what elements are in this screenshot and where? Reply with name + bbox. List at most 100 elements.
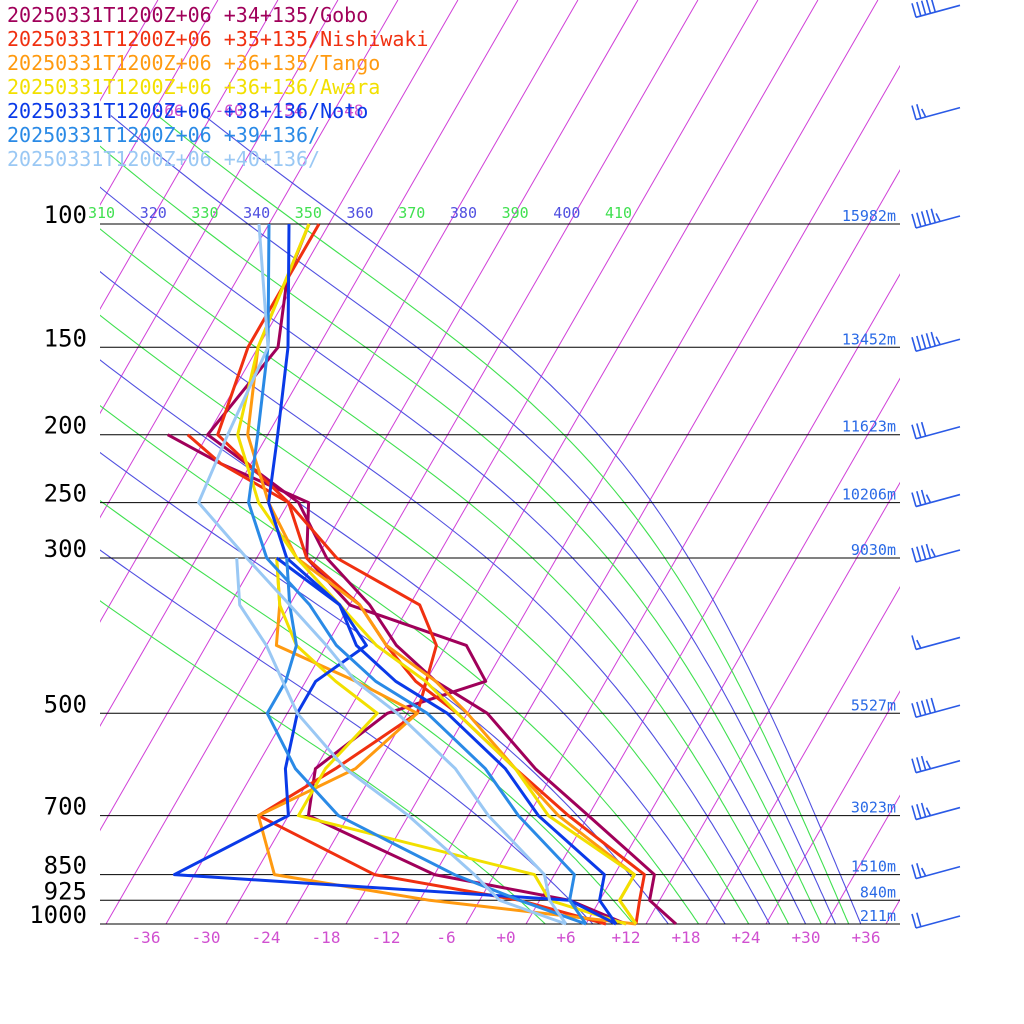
- isotherm-line: [585, 377, 900, 924]
- temperature-tick-label: +30: [792, 928, 821, 947]
- theta-e-line: [100, 600, 546, 924]
- temperature-profile: [236, 223, 638, 925]
- barb-feather: [911, 703, 917, 718]
- pressure-tick-label: 150: [44, 324, 87, 352]
- temperature-tick-label: +12: [612, 928, 641, 947]
- barb-feather: [911, 635, 917, 650]
- barb-feather: [916, 912, 922, 927]
- upper-isotherm-label: -60: [215, 101, 244, 120]
- wind-barb-icon: [911, 331, 961, 353]
- temperature-profile: [267, 223, 618, 925]
- wind-barb-icon: [911, 755, 961, 774]
- barb-feather: [920, 802, 927, 818]
- legend-entry: 20250331T1200Z+06 +35+135/Nishiwaki: [7, 27, 428, 51]
- barb-feather: [916, 423, 922, 438]
- barb-feather: [925, 209, 932, 225]
- barb-feather: [911, 337, 917, 352]
- theta-e-label: 370: [398, 204, 425, 222]
- height-label: 1510m: [851, 858, 896, 876]
- pressure-tick-label: 700: [44, 793, 87, 821]
- barb-feather: [911, 424, 917, 439]
- pressure-tick-label: 500: [44, 690, 87, 718]
- theta-e-line: [100, 451, 669, 924]
- wind-barb-icon: [911, 802, 961, 821]
- wind-barb-icon: [911, 635, 961, 651]
- theta-e-label: 410: [605, 204, 632, 222]
- wind-barb-icon: [911, 104, 961, 121]
- barb-feather: [916, 491, 922, 506]
- upper-isotherm-label: -66: [155, 101, 184, 120]
- barb-feather: [931, 0, 937, 13]
- theta-e-line: [100, 270, 771, 924]
- barb-feather: [930, 548, 937, 558]
- height-label: 11623m: [842, 418, 896, 436]
- barb-staff: [915, 806, 961, 821]
- temperature-tick-label: +0: [496, 928, 515, 947]
- barb-feather: [925, 699, 932, 714]
- wind-barb-icon: [911, 421, 961, 440]
- height-label: 3023m: [851, 799, 896, 817]
- wind-barb-icon: [911, 208, 961, 229]
- barb-feather: [911, 864, 917, 879]
- theta-e-line: [203, 115, 862, 924]
- isotherm-line: [100, 0, 399, 519]
- barb-staff: [915, 759, 961, 774]
- barb-feather: [930, 331, 937, 347]
- isotherm-line: [946, 0, 1024, 924]
- barb-feather: [911, 805, 917, 820]
- barb-feather: [935, 213, 941, 222]
- dewpoint-profile: [172, 556, 617, 926]
- barb-feather: [916, 863, 922, 878]
- height-label: 9030m: [851, 541, 896, 559]
- isotherm-line: [100, 0, 459, 623]
- isotherm-line: [100, 0, 219, 206]
- barb-staff: [915, 915, 961, 929]
- legend-entry: 20250331T1200Z+06 +40+136/: [7, 147, 320, 171]
- wind-barb-icon: [911, 0, 961, 19]
- barb-staff: [915, 338, 961, 353]
- temperature-tick-label: +18: [672, 928, 701, 947]
- barb-staff: [915, 106, 961, 121]
- barb-feather: [911, 913, 917, 929]
- barb-feather: [916, 335, 922, 351]
- barb-feather: [920, 0, 927, 15]
- temperature-tick-label: -36: [132, 928, 161, 947]
- theta-e-line: [110, 115, 837, 924]
- barb-feather: [920, 421, 927, 437]
- sounding-profiles: [166, 223, 678, 926]
- theta-e-line: [100, 499, 634, 924]
- barb-feather: [911, 3, 917, 18]
- barb-feather: [911, 213, 917, 229]
- isotherm-line: [165, 0, 699, 924]
- isotherm-line: [100, 0, 519, 727]
- height-label: 840m: [860, 883, 896, 901]
- upper-isotherm-label: -54: [275, 101, 304, 120]
- barb-staff: [915, 704, 961, 719]
- temperature-tick-label: -30: [192, 928, 221, 947]
- theta-e-line: [100, 549, 594, 924]
- barb-feather: [911, 547, 917, 563]
- barb-staff: [915, 865, 961, 880]
- dewpoint-profile: [186, 433, 607, 926]
- temperature-tick-label: +6: [556, 928, 575, 947]
- barb-feather: [916, 212, 922, 227]
- barb-staff: [915, 425, 961, 440]
- barb-staff: [915, 493, 961, 508]
- dewpoint-profile: [166, 433, 627, 926]
- barb-staff: [915, 215, 961, 229]
- temperature-tick-label: -6: [436, 928, 455, 947]
- barb-feather: [935, 336, 941, 346]
- barb-feather: [920, 489, 927, 505]
- legend-entry: 20250331T1200Z+06 +34+135/Gobo: [7, 3, 368, 27]
- barb-feather: [920, 755, 927, 771]
- height-label: 15982m: [842, 207, 896, 225]
- height-label: 10206m: [842, 486, 896, 504]
- barb-feather: [925, 0, 932, 14]
- dewpoint-profile: [235, 557, 567, 926]
- theta-e-label: 350: [295, 204, 322, 222]
- isotherm-line: [100, 0, 279, 311]
- isotherm-line: [285, 0, 819, 924]
- theta-e-line: [100, 314, 750, 924]
- wind-barb-icon: [911, 863, 961, 880]
- temperature-profile: [247, 223, 588, 925]
